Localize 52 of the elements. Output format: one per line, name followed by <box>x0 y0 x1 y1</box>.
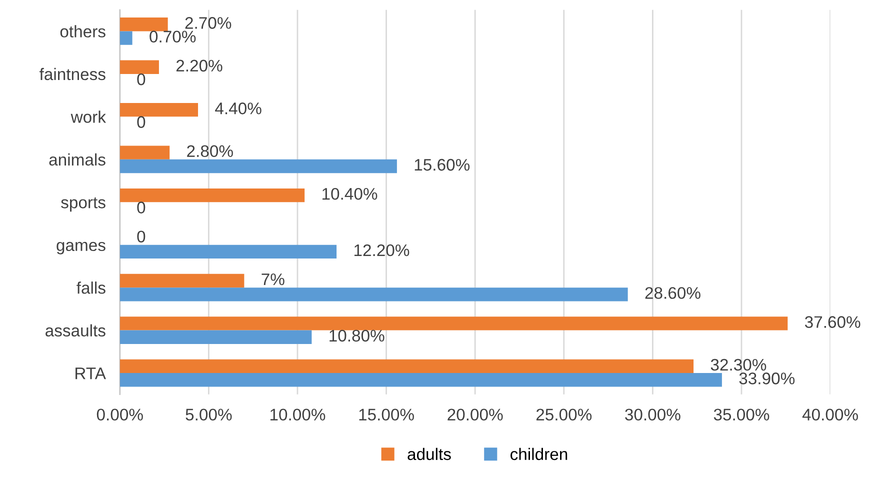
x-tick-label: 0.00% <box>96 408 143 421</box>
data-label: 7% <box>262 273 284 286</box>
bar <box>120 373 722 387</box>
bar <box>120 31 132 45</box>
legend-label: adults <box>408 448 451 460</box>
data-label: 15.60% <box>414 158 470 171</box>
x-tick-label: 25.00% <box>536 408 592 421</box>
x-tick-label: 35.00% <box>714 408 770 421</box>
data-label: 12.20% <box>354 244 410 256</box>
bar <box>120 103 198 117</box>
data-label: 2.20% <box>176 60 222 72</box>
x-tick-label: 40.00% <box>802 408 858 421</box>
bar <box>120 146 170 160</box>
y-tick-label: assaults <box>46 324 106 337</box>
x-tick-label: 20.00% <box>448 408 503 421</box>
y-tick-label: others <box>60 25 106 38</box>
data-label: 0.70% <box>150 30 196 43</box>
y-tick-label: faintness <box>40 68 106 80</box>
data-label: 0 <box>137 230 146 242</box>
data-label: 33.90% <box>739 372 795 384</box>
bar <box>120 330 312 344</box>
y-tick-label: work <box>70 110 106 123</box>
x-tick-label: 30.00% <box>625 408 680 421</box>
y-tick-label: RTA <box>76 368 106 380</box>
y-tick-label: sports <box>61 197 106 212</box>
bar <box>120 244 337 259</box>
bar <box>120 60 159 74</box>
bar <box>120 316 788 330</box>
data-label: 0 <box>137 73 146 86</box>
bar <box>120 288 628 302</box>
data-label: 0 <box>137 202 146 214</box>
y-tick-label: games <box>56 242 106 254</box>
y-tick-label: animals <box>49 153 106 166</box>
bar <box>120 359 694 374</box>
legend-label: children <box>510 448 568 460</box>
data-label: 32.30% <box>710 358 766 371</box>
bar <box>120 18 168 32</box>
bar <box>120 274 244 288</box>
x-tick-label: 5.00% <box>186 408 232 421</box>
data-label: 2.80% <box>187 145 233 158</box>
data-label: 28.60% <box>645 287 700 299</box>
bar <box>120 188 305 202</box>
data-label: 2.70% <box>185 17 232 29</box>
data-label: 10.80% <box>330 330 384 342</box>
bar <box>120 159 397 174</box>
x-tick-label: 15.00% <box>359 408 414 421</box>
data-label: 37.60% <box>804 316 860 328</box>
y-tick-label: falls <box>76 282 106 294</box>
data-label: 0 <box>137 116 146 128</box>
data-label: 10.40% <box>322 188 378 200</box>
data-label: 4.40% <box>215 102 262 114</box>
x-tick-label: 10.00% <box>270 408 326 421</box>
